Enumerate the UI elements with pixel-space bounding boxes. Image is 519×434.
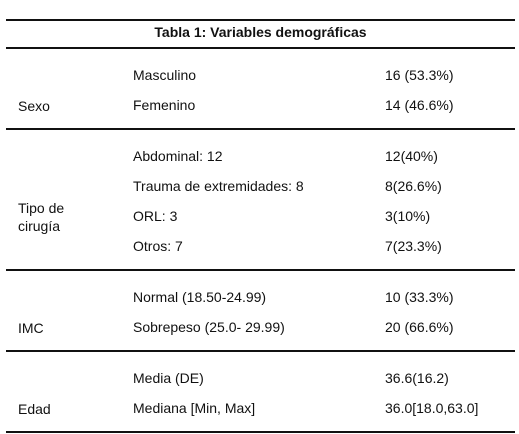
header-rule [6,47,515,49]
value-cell: 12(40%) [385,148,438,164]
item-cell: Trauma de extremidades: 8 [133,178,304,194]
item-cell: Abdominal: 12 [133,148,223,164]
value-cell: 36.0[18.0,63.0] [385,400,479,416]
value-cell: 20 (66.6%) [385,319,454,335]
group-rule [6,269,515,271]
value-cell: 8(26.6%) [385,178,442,194]
item-cell: Sobrepeso (25.0- 29.99) [133,319,285,335]
value-cell: 36.6(16.2) [385,370,449,386]
item-cell: Mediana [Min, Max] [133,400,256,416]
item-cell: Normal (18.50-24.99) [133,289,267,305]
item-cell: Otros: 7 [133,238,183,254]
value-cell: 7(23.3%) [385,238,442,254]
top-rule [6,19,515,21]
group-label: Sexo [18,97,50,114]
group-rule [6,431,515,433]
value-cell: 14 (46.6%) [385,97,454,113]
item-cell: ORL: 3 [133,208,178,224]
value-cell: 10 (33.3%) [385,289,454,305]
group-label: Edad [18,400,51,417]
item-cell: Masculino [133,67,197,83]
item-cell: Femenino [133,97,196,113]
table-title: Tabla 1: Variables demográficas [154,24,367,40]
group-rule [6,350,515,352]
group-rule [6,128,515,130]
value-cell: 3(10%) [385,208,431,224]
group-label: Tipo de cirugía [18,199,65,234]
group-label: IMC [18,319,44,336]
value-cell: 16 (53.3%) [385,67,454,83]
item-cell: Media (DE) [133,370,204,386]
